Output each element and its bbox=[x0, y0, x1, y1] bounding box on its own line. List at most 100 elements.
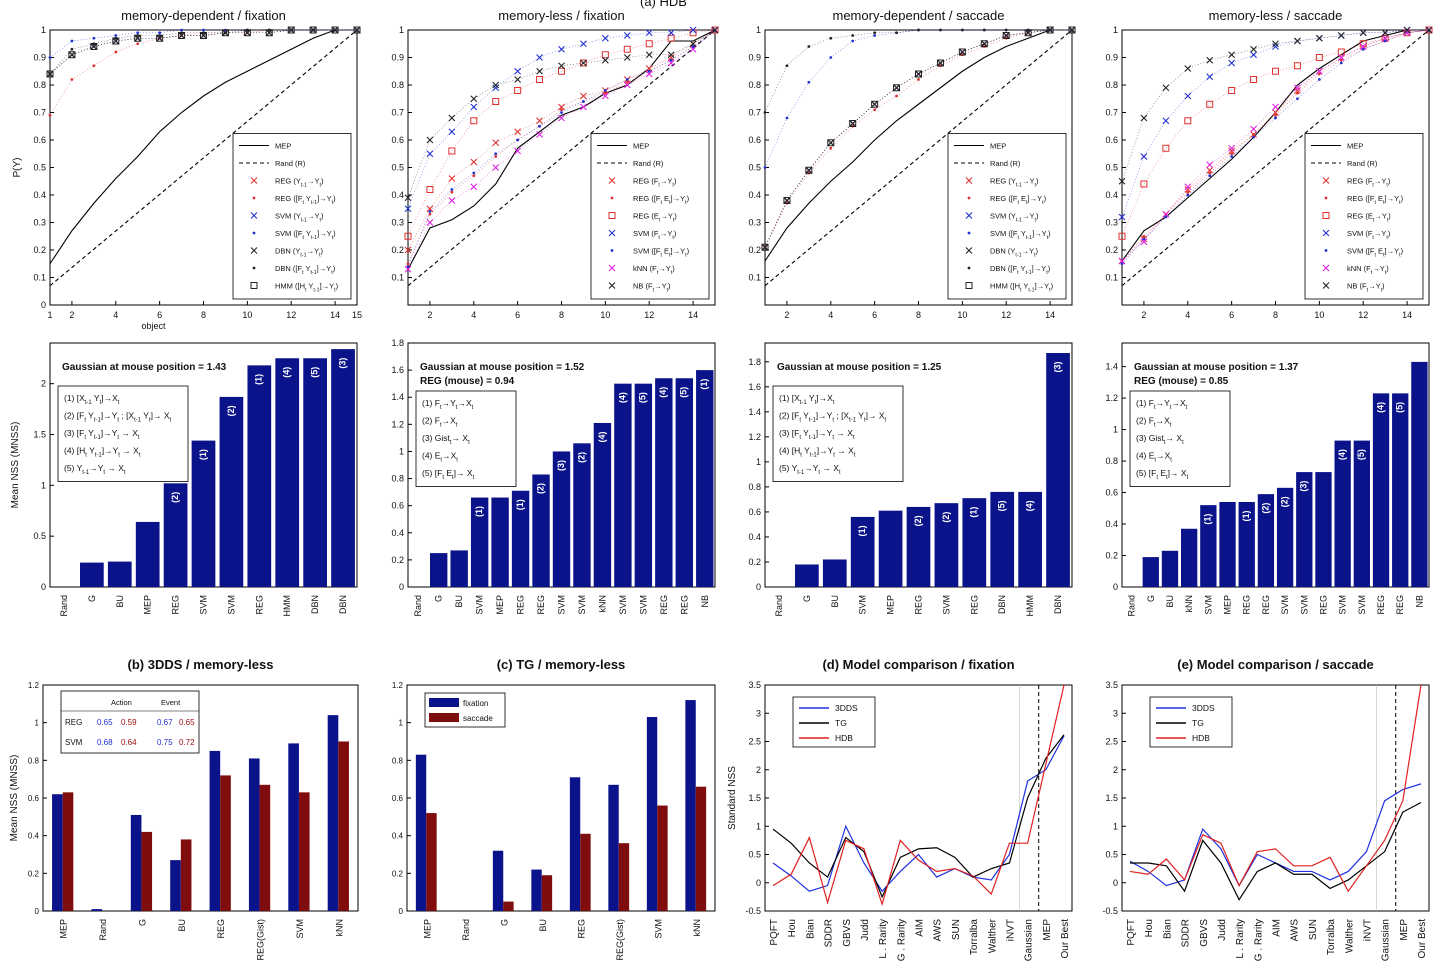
legend-item: MEP bbox=[275, 142, 291, 151]
series-dotted-line bbox=[1121, 29, 1429, 182]
category-label: BU bbox=[1165, 595, 1175, 608]
data-point bbox=[1230, 155, 1234, 158]
data-point bbox=[761, 243, 769, 251]
category-label: Bian bbox=[1162, 919, 1173, 939]
series-dotted-line bbox=[407, 29, 716, 237]
y-tick-label: 0.8 bbox=[1105, 456, 1118, 466]
marker-x-stroke bbox=[1337, 54, 1345, 61]
legend-item: REG ([Ft Et]→Yt) bbox=[1347, 194, 1404, 206]
bar bbox=[1372, 393, 1390, 587]
data-point bbox=[917, 78, 920, 81]
legend-marker bbox=[250, 247, 258, 254]
data-point bbox=[915, 70, 922, 78]
x-tick-label: 8 bbox=[559, 310, 564, 320]
chart-title: (b) 3DDS / memory-less bbox=[128, 657, 274, 672]
marker-x-stroke bbox=[1272, 109, 1279, 116]
category-label: BU bbox=[115, 595, 125, 608]
y-tick-label: 1 bbox=[41, 480, 46, 490]
data-point bbox=[669, 58, 673, 62]
y-tick-label: 0 bbox=[41, 300, 46, 310]
marker-x-stroke bbox=[492, 139, 500, 147]
bar bbox=[646, 717, 658, 911]
data-point bbox=[134, 34, 142, 42]
bar bbox=[634, 383, 653, 587]
data-point bbox=[1118, 257, 1126, 265]
x-tick-label: 8 bbox=[1273, 310, 1278, 320]
y-tick-label: 0 bbox=[1113, 582, 1118, 592]
y-tick-label: 0.6 bbox=[33, 135, 46, 145]
bar-label: (2) bbox=[1260, 503, 1270, 514]
category-label: SVM bbox=[1338, 595, 1348, 615]
y-tick-label: 0 bbox=[756, 878, 761, 888]
series-dotted-line bbox=[1121, 29, 1430, 262]
series-line bbox=[49, 29, 358, 287]
data-point bbox=[114, 34, 118, 37]
marker-x-stroke bbox=[1184, 65, 1192, 72]
marker-x-stroke bbox=[250, 177, 258, 184]
category-label: REG bbox=[1242, 595, 1252, 615]
data-point bbox=[287, 26, 295, 34]
data-point bbox=[763, 111, 767, 114]
category-label: kNN bbox=[1184, 595, 1194, 613]
table-cell: 0.68 bbox=[97, 738, 113, 747]
data-point bbox=[1272, 109, 1279, 116]
data-point bbox=[558, 103, 565, 111]
data-point bbox=[873, 34, 877, 37]
bar bbox=[685, 700, 696, 911]
y-axis-label: P(Y) bbox=[12, 158, 23, 178]
legend-marker bbox=[250, 212, 258, 219]
data-point bbox=[353, 26, 361, 34]
category-label: Rand bbox=[461, 919, 471, 941]
data-point bbox=[136, 31, 140, 35]
y-tick-label: 0.8 bbox=[391, 80, 404, 90]
y-tick-label: 1.8 bbox=[391, 338, 404, 348]
y-tick-label: 1.5 bbox=[1105, 793, 1118, 803]
category-label: Our Best bbox=[1060, 919, 1071, 959]
marker-x-stroke bbox=[580, 59, 587, 67]
marker-x-stroke bbox=[608, 264, 616, 272]
bar-label: (1) bbox=[969, 507, 979, 518]
annotation: REG (mouse) = 0.85 bbox=[1134, 376, 1229, 387]
data-point bbox=[536, 67, 543, 75]
marker-x-stroke bbox=[1425, 26, 1433, 34]
category-label: G . Rarity bbox=[1253, 919, 1264, 961]
data-point bbox=[514, 128, 522, 136]
marker-x-stroke bbox=[1140, 153, 1148, 160]
legend-marker bbox=[250, 177, 258, 184]
legend-item: MEP bbox=[990, 142, 1006, 151]
bar-label: (1) bbox=[515, 499, 525, 510]
data-point bbox=[667, 54, 675, 61]
category-label: REG bbox=[969, 595, 979, 615]
data-point bbox=[134, 34, 142, 42]
bar-label: (2) bbox=[535, 483, 545, 494]
marker-x-stroke bbox=[965, 212, 973, 219]
category-label: iNVT bbox=[1362, 919, 1373, 941]
category-label: SVM bbox=[295, 919, 305, 939]
category-label: G bbox=[802, 595, 812, 602]
table-row-label: SVM bbox=[65, 738, 83, 747]
marker-x-stroke bbox=[1184, 183, 1192, 191]
x-tick-label: 2 bbox=[784, 310, 789, 320]
chart-title: memory-dependent / fixation bbox=[121, 8, 286, 23]
bar bbox=[415, 754, 427, 911]
legend-item: (2) [Ft Yt-1]→Yt ; [Xt-1 Yt]→ Xt bbox=[64, 411, 172, 424]
table-header: Action bbox=[111, 698, 132, 707]
bar-label: (4) bbox=[597, 431, 607, 442]
data-point bbox=[200, 32, 207, 39]
annotation: Gaussian at mouse position = 1.37 bbox=[1134, 362, 1299, 373]
data-point bbox=[70, 47, 74, 51]
data-point bbox=[470, 103, 478, 111]
data-point bbox=[895, 31, 898, 35]
legend-item: fixation bbox=[463, 699, 488, 708]
y-tick-label: 1 bbox=[756, 821, 761, 831]
marker-x-stroke bbox=[601, 92, 609, 100]
y-tick-label: 0.9 bbox=[1105, 53, 1118, 63]
legend-item: SVM (Yt-1→Yt) bbox=[990, 212, 1039, 224]
data-point bbox=[48, 56, 52, 59]
category-label: HMM bbox=[282, 595, 292, 617]
legend-item: NB (Ft→Yt) bbox=[633, 282, 671, 294]
table-cell: 0.72 bbox=[179, 738, 195, 747]
marker-x-stroke bbox=[448, 175, 456, 182]
x-tick-label: 2 bbox=[1141, 310, 1146, 320]
data-point bbox=[915, 70, 922, 78]
